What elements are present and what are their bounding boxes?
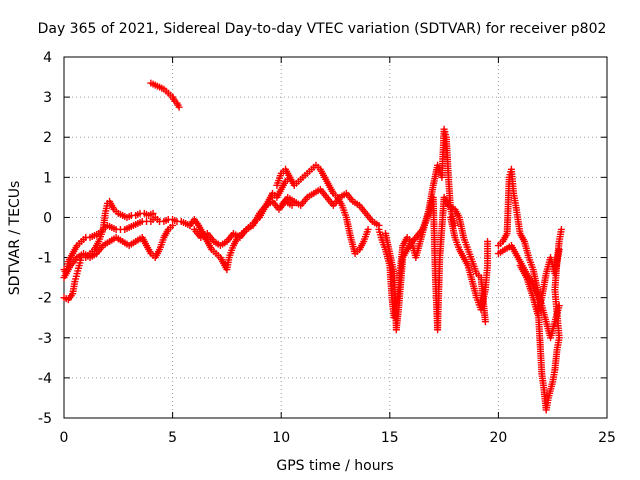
- series-track-g: [273, 161, 372, 258]
- series-track-j: [381, 193, 489, 334]
- data-point: [175, 103, 183, 111]
- x-tick-label: 10: [272, 430, 290, 446]
- series-track-h: [277, 185, 383, 229]
- y-tick-label: 3: [43, 90, 52, 106]
- data-point: [169, 221, 177, 229]
- series-track-i: [375, 125, 459, 322]
- y-tick-label: -4: [38, 371, 52, 387]
- series-track-l: [494, 165, 563, 342]
- data-point: [555, 246, 563, 254]
- series-track-n: [516, 246, 563, 318]
- x-tick-label: 0: [60, 430, 69, 446]
- y-tick-label: -1: [38, 251, 52, 267]
- y-axis-label: SDTVAR / TECUs: [7, 181, 23, 296]
- marks-layer: [60, 79, 565, 414]
- x-tick-label: 15: [381, 430, 399, 446]
- series-track-k: [447, 213, 492, 314]
- y-tick-label: 0: [43, 210, 52, 226]
- series-track-c: [60, 221, 177, 282]
- x-tick-label: 25: [598, 430, 616, 446]
- data-point: [484, 238, 492, 246]
- data-point: [149, 209, 157, 217]
- x-axis-label: GPS time / hours: [276, 458, 393, 474]
- y-tick-label: -5: [38, 411, 52, 427]
- y-tick-label: 4: [43, 50, 52, 66]
- y-tick-label: -2: [38, 291, 52, 307]
- chart-title: Day 365 of 2021, Sidereal Day-to-day VTE…: [38, 21, 607, 37]
- plot-frame: [63, 56, 608, 419]
- data-point: [364, 225, 372, 233]
- x-tick-label: 5: [168, 430, 177, 446]
- y-tick-label: -3: [38, 331, 52, 347]
- data-point: [557, 225, 565, 233]
- y-tick-label: 1: [43, 170, 52, 186]
- ticks-layer: 0 5 10 15 20 25 -5 -4 -3 -2 -1 0 1 2 3 4: [38, 50, 616, 446]
- data-point: [481, 318, 489, 326]
- x-tick-label: 20: [489, 430, 507, 446]
- series-track-d: [147, 79, 183, 111]
- axes-layer: [63, 56, 608, 419]
- y-tick-label: 2: [43, 130, 52, 146]
- series-track-a: [60, 213, 194, 278]
